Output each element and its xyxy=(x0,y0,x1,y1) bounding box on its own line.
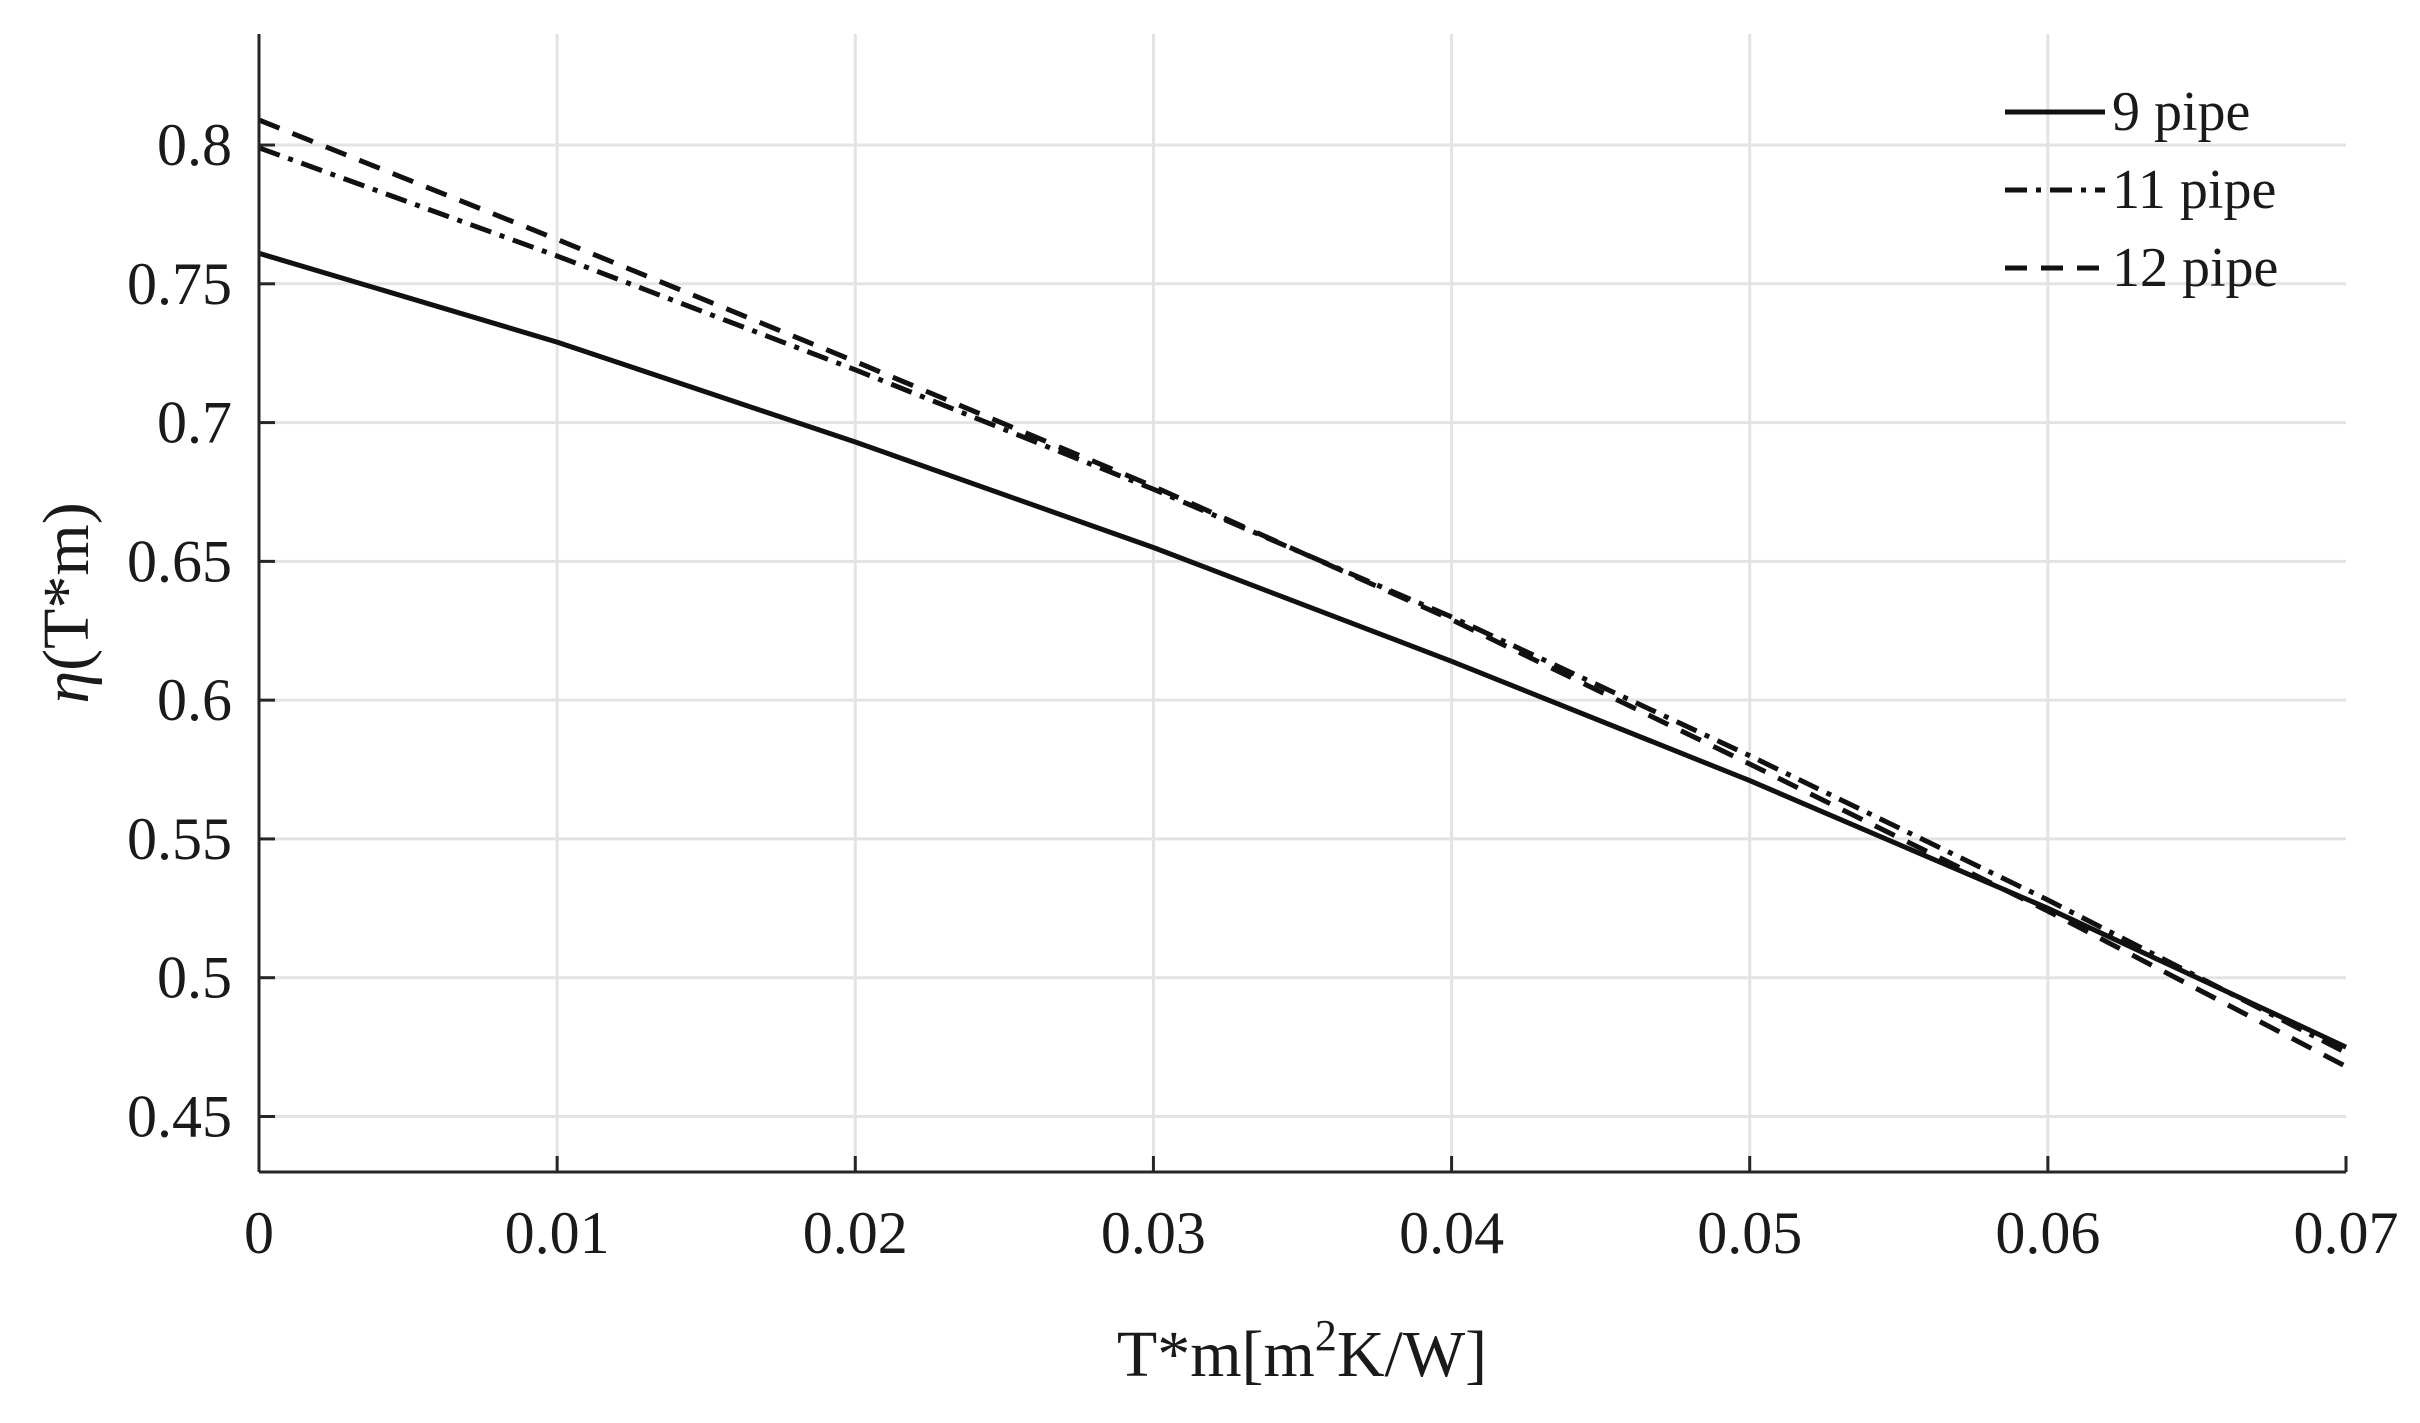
series-line-11-pipe xyxy=(258,145,2348,1055)
x-axis-title: T*m[m2K/W] xyxy=(1117,1311,1487,1391)
y-tick-label: 0.6 xyxy=(157,667,232,733)
x-tick-label: 0.07 xyxy=(2294,1200,2399,1266)
x-axis-title-rest: K/W] xyxy=(1337,1318,1487,1391)
y-tick-label: 0.55 xyxy=(127,806,232,872)
x-tick-label: 0.06 xyxy=(1995,1200,2100,1266)
x-tick-label: 0.05 xyxy=(1697,1200,1802,1266)
y-tick-label: 0.8 xyxy=(157,112,232,178)
series-lines xyxy=(258,117,2348,1069)
series-line-12-pipe xyxy=(258,117,2348,1069)
legend-label: 9 pipe xyxy=(2112,81,2250,143)
axes xyxy=(257,34,2348,1174)
legend-label: 11 pipe xyxy=(2112,159,2276,221)
y-tick-label: 0.7 xyxy=(157,390,232,456)
y-axis-title-symbol: η xyxy=(30,671,103,704)
x-axis-title-main: T*m[m xyxy=(1117,1318,1315,1391)
legend: 9 pipe 11 pipe 12 pipe xyxy=(2005,81,2278,299)
y-tick-label: 0.5 xyxy=(157,945,232,1011)
x-tick-label: 0 xyxy=(244,1200,274,1266)
x-axis-title-superscript: 2 xyxy=(1315,1311,1337,1360)
grid-lines xyxy=(259,34,2346,1172)
legend-label: 12 pipe xyxy=(2112,237,2278,299)
x-tick-label: 0.01 xyxy=(505,1200,610,1266)
x-tick-label: 0.03 xyxy=(1101,1200,1206,1266)
x-tick-label: 0.02 xyxy=(803,1200,908,1266)
y-tick-label: 0.45 xyxy=(127,1083,232,1149)
y-axis-title-rest: (T*m) xyxy=(30,502,103,671)
y-tick-label: 0.75 xyxy=(127,251,232,317)
x-tick-label: 0.04 xyxy=(1399,1200,1504,1266)
tick-labels: 0 0.01 0.02 0.03 0.04 0.05 0.06 0.07 0.45 0.5 0.55… xyxy=(127,112,2399,1266)
y-tick-label: 0.65 xyxy=(127,528,232,594)
y-axis-title: η(T*m) xyxy=(30,502,103,703)
series-line-9-pipe xyxy=(258,250,2348,1050)
